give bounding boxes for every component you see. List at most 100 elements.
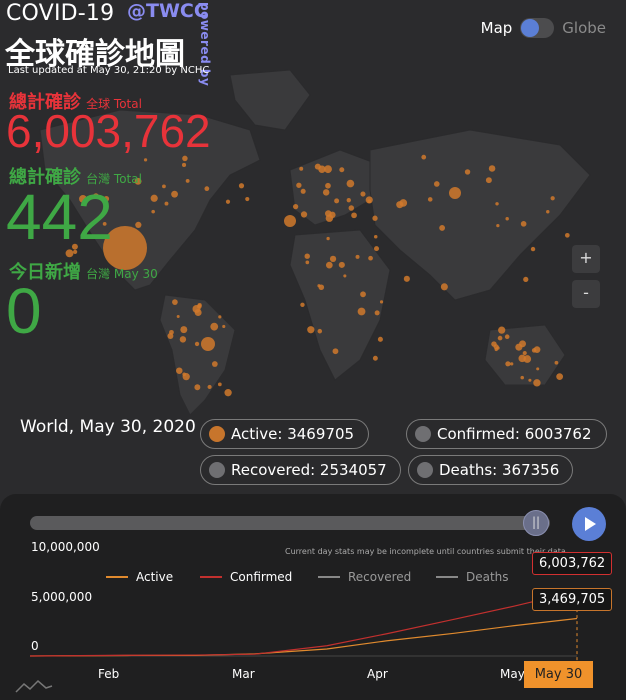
chart-thumbnail-icon[interactable] — [14, 678, 54, 694]
case-marker[interactable] — [176, 314, 180, 318]
case-marker[interactable] — [530, 246, 536, 252]
usa-marker[interactable] — [103, 226, 147, 270]
case-marker[interactable] — [194, 341, 200, 347]
case-marker[interactable] — [495, 202, 499, 206]
case-marker[interactable] — [326, 236, 330, 241]
case-markers[interactable] — [65, 154, 570, 397]
brazil-marker[interactable] — [201, 337, 215, 351]
case-marker[interactable] — [322, 189, 330, 196]
case-marker[interactable] — [211, 361, 218, 367]
case-marker[interactable] — [194, 384, 201, 391]
case-marker[interactable] — [79, 194, 87, 203]
view-toggle[interactable]: Map Globe — [481, 18, 606, 38]
case-marker[interactable] — [346, 197, 351, 203]
case-marker[interactable] — [351, 212, 357, 219]
case-marker[interactable] — [293, 203, 299, 210]
case-marker[interactable] — [181, 162, 187, 168]
case-marker[interactable] — [329, 255, 337, 263]
case-marker[interactable] — [439, 224, 446, 231]
case-marker[interactable] — [367, 199, 372, 204]
case-marker[interactable] — [317, 284, 321, 288]
case-marker[interactable] — [519, 340, 526, 348]
case-marker[interactable] — [225, 199, 231, 204]
case-marker[interactable] — [162, 184, 166, 189]
case-marker[interactable] — [300, 188, 306, 194]
case-marker[interactable] — [245, 196, 250, 202]
case-marker[interactable] — [348, 205, 355, 211]
case-marker[interactable] — [314, 163, 321, 170]
legend-confirmed[interactable]: Confirmed — [200, 570, 292, 584]
case-marker[interactable] — [346, 179, 355, 188]
case-marker[interactable] — [528, 378, 532, 382]
case-marker[interactable] — [372, 215, 378, 221]
case-marker[interactable] — [488, 165, 496, 172]
case-marker[interactable] — [102, 222, 107, 226]
case-marker[interactable] — [464, 169, 471, 175]
case-marker[interactable] — [222, 324, 226, 329]
case-marker[interactable] — [338, 261, 345, 268]
case-marker[interactable] — [93, 193, 99, 199]
case-marker[interactable] — [304, 253, 310, 259]
case-marker[interactable] — [71, 243, 78, 250]
case-marker[interactable] — [368, 255, 373, 261]
case-marker[interactable] — [505, 217, 509, 221]
play-button[interactable] — [572, 507, 606, 541]
case-marker[interactable] — [374, 310, 380, 316]
zoom-out-button[interactable]: - — [572, 280, 600, 308]
case-marker[interactable] — [355, 254, 360, 259]
case-marker[interactable] — [510, 362, 514, 366]
case-marker[interactable] — [491, 341, 497, 347]
case-marker[interactable] — [496, 224, 500, 228]
case-marker[interactable] — [377, 336, 383, 342]
case-marker[interactable] — [556, 373, 564, 381]
case-marker[interactable] — [143, 158, 148, 162]
case-marker[interactable] — [305, 260, 310, 265]
twcc-handle[interactable]: @TWCC — [127, 0, 208, 22]
active-pill[interactable]: Active: 3469705 — [200, 419, 369, 449]
case-marker[interactable] — [325, 182, 331, 189]
case-marker[interactable] — [325, 261, 333, 269]
case-marker[interactable] — [224, 389, 232, 397]
case-marker[interactable] — [497, 335, 503, 341]
case-marker[interactable] — [185, 178, 190, 183]
map-option[interactable]: Map — [480, 19, 513, 37]
case-marker[interactable] — [372, 355, 378, 361]
case-marker[interactable] — [196, 304, 202, 309]
case-marker[interactable] — [533, 346, 541, 354]
case-marker[interactable] — [164, 201, 169, 206]
case-marker[interactable] — [379, 300, 384, 304]
case-marker[interactable] — [374, 246, 380, 252]
zoom-in-button[interactable]: + — [572, 245, 600, 273]
case-marker[interactable] — [518, 354, 526, 363]
case-marker[interactable] — [520, 375, 524, 380]
case-marker[interactable] — [167, 333, 174, 339]
case-marker[interactable] — [505, 361, 511, 367]
case-marker[interactable] — [307, 326, 315, 334]
case-marker[interactable] — [176, 367, 183, 374]
case-marker[interactable] — [182, 155, 188, 162]
case-marker[interactable] — [554, 360, 559, 365]
case-marker[interactable] — [533, 379, 541, 387]
case-marker[interactable] — [343, 274, 347, 278]
case-marker[interactable] — [546, 210, 550, 214]
case-marker[interactable] — [300, 302, 305, 307]
case-marker[interactable] — [433, 181, 440, 187]
case-marker[interactable] — [172, 299, 178, 305]
case-marker[interactable] — [182, 373, 190, 381]
case-marker[interactable] — [103, 195, 110, 202]
case-marker[interactable] — [536, 367, 540, 371]
case-marker[interactable] — [299, 166, 304, 171]
case-marker[interactable] — [496, 346, 500, 350]
case-marker[interactable] — [135, 221, 142, 229]
case-marker[interactable] — [523, 276, 529, 283]
legend-recovered[interactable]: Recovered — [318, 570, 411, 584]
case-marker[interactable] — [65, 249, 74, 258]
case-marker[interactable] — [550, 196, 555, 201]
case-marker[interactable] — [520, 221, 527, 227]
case-marker[interactable] — [300, 211, 308, 218]
view-switch[interactable] — [520, 18, 555, 38]
case-marker[interactable] — [399, 199, 408, 207]
case-marker[interactable] — [204, 186, 210, 192]
case-marker[interactable] — [564, 232, 570, 238]
